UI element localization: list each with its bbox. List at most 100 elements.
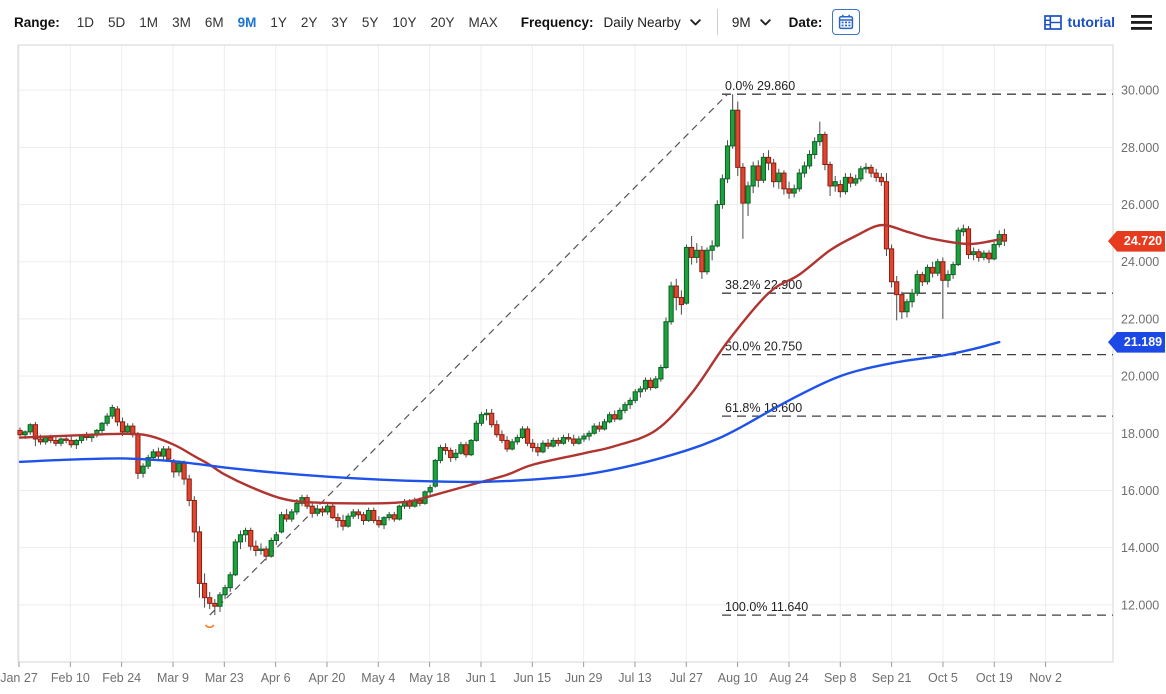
candle[interactable] [99, 422, 105, 431]
candle[interactable] [448, 449, 454, 459]
candle[interactable] [847, 176, 854, 184]
candle[interactable] [37, 438, 44, 443]
candle[interactable] [489, 412, 495, 426]
candle[interactable] [612, 414, 618, 420]
candle[interactable] [935, 261, 941, 274]
candle[interactable] [899, 294, 905, 313]
candle[interactable] [73, 439, 79, 446]
candle[interactable] [499, 434, 505, 441]
candle[interactable] [868, 166, 874, 174]
frequency-dropdown[interactable]: Daily Nearby [604, 15, 701, 30]
candle[interactable] [576, 438, 582, 444]
candle[interactable] [571, 438, 577, 444]
candle[interactable] [217, 594, 223, 607]
candle[interactable] [842, 176, 849, 193]
candle[interactable] [27, 424, 33, 433]
candle[interactable] [125, 425, 131, 433]
candle[interactable] [458, 444, 464, 454]
candle[interactable] [135, 434, 141, 474]
candle[interactable] [832, 181, 838, 187]
candle[interactable] [201, 582, 208, 599]
range-option-5d[interactable]: 5D [108, 14, 126, 30]
candle[interactable] [878, 176, 884, 183]
candle[interactable] [140, 465, 146, 474]
candle[interactable] [699, 249, 705, 273]
candle[interactable] [391, 514, 397, 520]
candle[interactable] [714, 204, 720, 247]
candle[interactable] [478, 414, 485, 424]
candle[interactable] [1001, 234, 1007, 242]
candle[interactable] [186, 478, 192, 501]
candle[interactable] [822, 133, 828, 166]
candle[interactable] [653, 378, 659, 389]
candle[interactable] [248, 529, 254, 547]
range-option-20y[interactable]: 20Y [430, 14, 455, 30]
candle[interactable] [540, 442, 546, 453]
candle[interactable] [750, 165, 756, 187]
candle[interactable] [63, 438, 69, 441]
candle[interactable] [596, 425, 602, 430]
candle[interactable] [222, 587, 228, 596]
candle[interactable] [78, 435, 85, 441]
candle[interactable] [642, 379, 649, 390]
candle[interactable] [740, 166, 746, 204]
candle[interactable] [658, 367, 664, 380]
candle[interactable] [827, 164, 833, 187]
candle[interactable] [940, 261, 946, 281]
candle[interactable] [171, 461, 177, 473]
candle[interactable] [945, 274, 951, 281]
candle[interactable] [453, 452, 459, 459]
candle[interactable] [509, 441, 515, 450]
candle[interactable] [268, 539, 274, 557]
range-option-3m[interactable]: 3M [172, 14, 191, 30]
candle[interactable] [986, 252, 992, 260]
candle[interactable] [319, 508, 326, 513]
candle[interactable] [330, 505, 336, 519]
candle[interactable] [607, 414, 613, 423]
candle[interactable] [648, 379, 654, 389]
candle[interactable] [694, 249, 700, 258]
candle[interactable] [991, 244, 997, 260]
candle[interactable] [196, 531, 203, 584]
candle[interactable] [258, 548, 264, 551]
candle[interactable] [360, 514, 367, 521]
candle[interactable] [760, 156, 767, 181]
candle[interactable] [888, 248, 895, 283]
candle[interactable] [325, 505, 331, 513]
candle[interactable] [53, 439, 59, 444]
candle[interactable] [971, 251, 977, 256]
period-dropdown[interactable]: 9M [732, 15, 771, 30]
candle[interactable] [427, 487, 433, 493]
candle[interactable] [345, 515, 351, 527]
candle[interactable] [873, 172, 879, 178]
candle[interactable] [68, 439, 74, 446]
candle[interactable] [253, 545, 259, 551]
candle[interactable] [350, 511, 356, 517]
candle[interactable] [965, 228, 972, 256]
candle[interactable] [212, 602, 218, 607]
candle[interactable] [468, 439, 474, 456]
candle[interactable] [981, 252, 987, 258]
range-option-2y[interactable]: 2Y [300, 14, 318, 30]
candle[interactable] [617, 409, 623, 420]
candle[interactable] [837, 184, 843, 193]
candle[interactable] [150, 451, 156, 459]
candle[interactable] [181, 462, 187, 480]
candle[interactable] [591, 425, 597, 434]
calendar-button[interactable] [832, 9, 861, 35]
candle[interactable] [801, 165, 808, 174]
candle[interactable] [735, 109, 741, 168]
candle[interactable] [817, 133, 823, 143]
candle[interactable] [914, 274, 920, 294]
candle[interactable] [160, 448, 167, 457]
candle[interactable] [166, 448, 172, 460]
candle[interactable] [504, 439, 510, 450]
candle[interactable] [581, 435, 587, 440]
candle[interactable] [776, 172, 782, 183]
candle[interactable] [730, 109, 736, 147]
range-option-1y[interactable]: 1Y [270, 14, 287, 30]
candle[interactable] [519, 428, 526, 439]
candle[interactable] [668, 285, 674, 323]
candle[interactable] [627, 399, 633, 406]
candle[interactable] [909, 292, 915, 303]
